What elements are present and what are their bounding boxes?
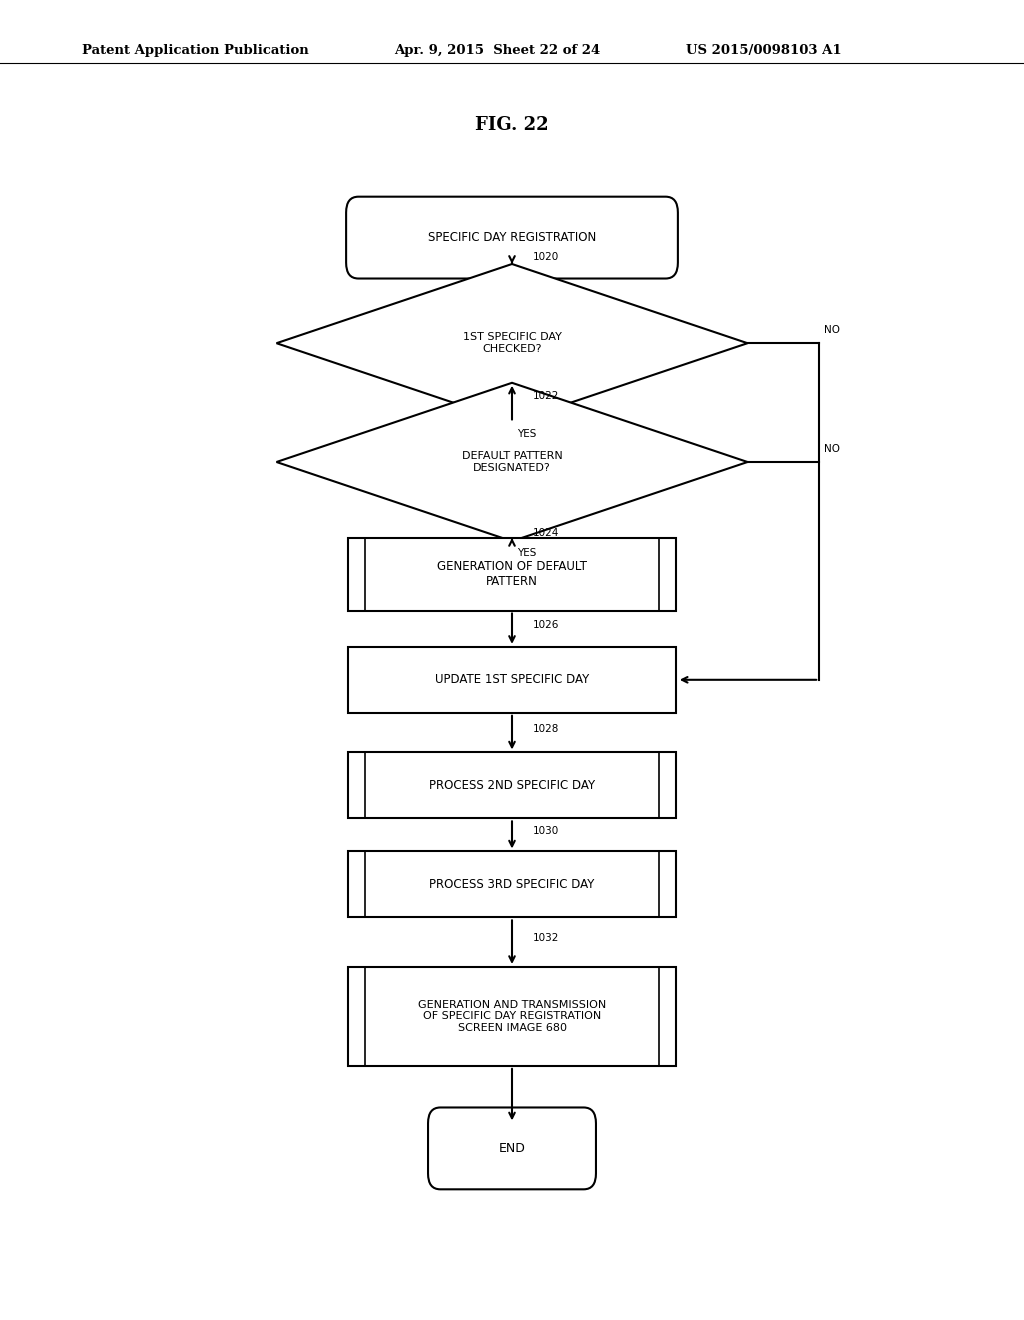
Text: 1ST SPECIFIC DAY
CHECKED?: 1ST SPECIFIC DAY CHECKED?: [463, 333, 561, 354]
Text: 1032: 1032: [532, 933, 559, 944]
FancyBboxPatch shape: [428, 1107, 596, 1189]
Text: FIG. 22: FIG. 22: [475, 116, 549, 135]
Text: 1020: 1020: [532, 252, 559, 261]
Text: NO: NO: [824, 444, 841, 454]
Bar: [348, 539, 676, 610]
Text: Patent Application Publication: Patent Application Publication: [82, 44, 308, 57]
Text: GENERATION AND TRANSMISSION
OF SPECIFIC DAY REGISTRATION
SCREEN IMAGE 680: GENERATION AND TRANSMISSION OF SPECIFIC …: [418, 999, 606, 1034]
Text: 1030: 1030: [532, 826, 559, 836]
FancyBboxPatch shape: [346, 197, 678, 279]
Text: PROCESS 3RD SPECIFIC DAY: PROCESS 3RD SPECIFIC DAY: [429, 878, 595, 891]
Polygon shape: [276, 264, 748, 422]
Text: UPDATE 1ST SPECIFIC DAY: UPDATE 1ST SPECIFIC DAY: [435, 673, 589, 686]
Text: END: END: [499, 1142, 525, 1155]
Text: 1028: 1028: [532, 723, 559, 734]
Text: NO: NO: [824, 325, 841, 335]
Text: 1026: 1026: [532, 619, 559, 630]
Text: GENERATION OF DEFAULT
PATTERN: GENERATION OF DEFAULT PATTERN: [437, 560, 587, 589]
Text: 1024: 1024: [532, 528, 559, 539]
Text: PROCESS 2ND SPECIFIC DAY: PROCESS 2ND SPECIFIC DAY: [429, 779, 595, 792]
Bar: [348, 966, 676, 1067]
Text: YES: YES: [517, 429, 537, 440]
Bar: [348, 851, 676, 917]
Bar: [348, 752, 676, 818]
Polygon shape: [276, 383, 748, 541]
Text: US 2015/0098103 A1: US 2015/0098103 A1: [686, 44, 842, 57]
Text: 1022: 1022: [532, 391, 559, 401]
Text: SPECIFIC DAY REGISTRATION: SPECIFIC DAY REGISTRATION: [428, 231, 596, 244]
Bar: [348, 647, 676, 713]
Text: DEFAULT PATTERN
DESIGNATED?: DEFAULT PATTERN DESIGNATED?: [462, 451, 562, 473]
Text: Apr. 9, 2015  Sheet 22 of 24: Apr. 9, 2015 Sheet 22 of 24: [394, 44, 600, 57]
Text: YES: YES: [517, 548, 537, 558]
